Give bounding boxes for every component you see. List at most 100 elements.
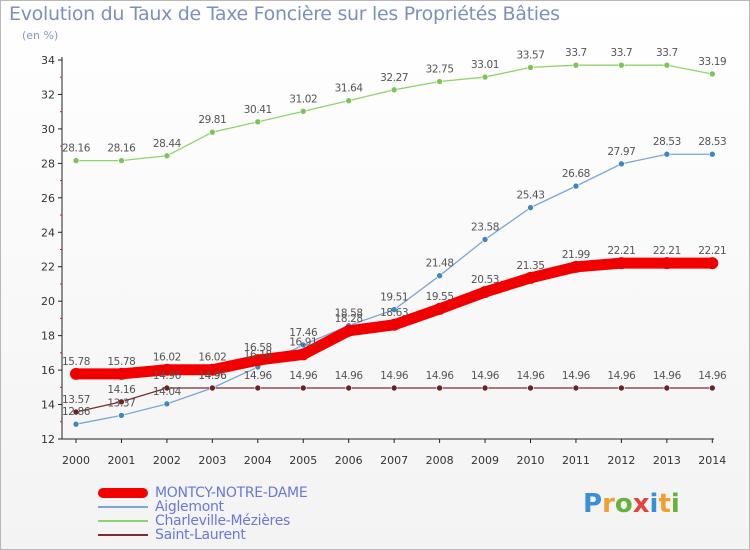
data-point (118, 412, 125, 419)
data-point (481, 384, 489, 392)
x-tick-label: 2008 (426, 454, 454, 467)
legend-swatch-charleville (98, 520, 148, 522)
data-label: 16.18 (244, 349, 272, 361)
data-label: 31.64 (335, 83, 364, 95)
data-point (663, 61, 671, 69)
y-tick-label: 16 (41, 364, 55, 377)
data-label: 27.97 (607, 146, 635, 158)
legend-label-aiglemont: Aiglemont (155, 499, 224, 515)
data-point (251, 354, 264, 367)
data-label: 14.96 (562, 370, 591, 382)
x-tick-label: 2004 (244, 454, 272, 467)
data-label: 19.55 (426, 291, 454, 303)
x-tick-label: 2011 (562, 454, 590, 467)
data-label: 29.81 (198, 114, 226, 126)
data-label: 15.78 (107, 356, 135, 368)
x-tick-label: 2006 (335, 454, 363, 467)
data-label: 14.96 (607, 370, 636, 382)
data-label: 14.04 (153, 386, 182, 398)
data-label: 19.51 (380, 292, 408, 304)
data-point (345, 384, 353, 392)
data-label: 14.96 (244, 370, 273, 382)
x-tick-label: 2013 (653, 454, 681, 467)
data-label: 20.53 (471, 274, 499, 286)
data-point (209, 384, 216, 392)
x-tick-label: 2001 (107, 454, 135, 467)
data-label: 14.96 (426, 370, 455, 382)
y-tick-label: 12 (41, 433, 55, 446)
legend-label-montcy: MONTCY-NOTRE-DAME (155, 485, 308, 501)
data-label: 17.46 (289, 327, 318, 339)
data-label: 32.27 (380, 72, 408, 84)
logo-letter: x (632, 489, 650, 519)
logo-letter: r (602, 489, 615, 519)
data-point (479, 286, 492, 299)
y-tick-label: 26 (41, 192, 55, 205)
data-point (115, 367, 128, 380)
data-point (663, 384, 671, 392)
data-point (388, 318, 401, 331)
data-label: 28.53 (698, 136, 726, 148)
data-label: 14.96 (198, 370, 227, 382)
data-point (299, 341, 307, 349)
data-label: 18.63 (380, 307, 408, 319)
y-axis-unit-label: (en %) (22, 29, 59, 42)
data-point (118, 398, 125, 406)
data-label: 12.86 (62, 406, 91, 418)
data-label: 18.58 (335, 308, 363, 320)
data-point (572, 384, 580, 392)
data-label: 13.57 (62, 394, 90, 406)
y-tick-label: 28 (41, 157, 55, 170)
data-label: 22.21 (698, 245, 726, 257)
x-tick-label: 2009 (471, 454, 499, 467)
data-label: 14.96 (471, 370, 500, 382)
data-point (390, 86, 398, 94)
data-point (118, 157, 125, 164)
data-point (572, 182, 580, 190)
data-label: 23.58 (471, 222, 499, 234)
data-label: 32.75 (426, 64, 454, 76)
data-point (433, 302, 446, 315)
data-point (163, 400, 171, 408)
data-point (254, 118, 262, 126)
x-tick-label: 2007 (380, 454, 408, 467)
data-point (345, 97, 353, 104)
data-label: 18.28 (335, 313, 363, 325)
chart-title: Evolution du Taux de Taxe Foncière sur l… (9, 3, 560, 25)
data-point (436, 78, 443, 85)
data-label: 33.7 (656, 47, 678, 59)
data-label: 26.68 (562, 168, 590, 180)
data-label: 14.96 (516, 370, 545, 382)
y-tick-label: 18 (41, 330, 55, 343)
logo-letter: o (614, 489, 633, 519)
data-label: 28.44 (153, 138, 182, 150)
data-point (436, 384, 443, 392)
data-label: 14.96 (335, 370, 364, 382)
data-point (481, 236, 489, 243)
data-point (390, 384, 398, 392)
data-label: 16.02 (198, 352, 226, 364)
data-point (708, 70, 716, 78)
data-point (708, 150, 716, 158)
y-tick-label: 24 (41, 226, 55, 239)
data-point (390, 306, 398, 313)
data-label: 33.7 (565, 47, 587, 59)
data-point (524, 271, 537, 284)
data-point (206, 363, 219, 376)
legend-label-charleville: Charleville-Mézières (155, 513, 291, 529)
data-point (708, 384, 716, 392)
data-label: 14.96 (380, 370, 409, 382)
x-tick-label: 2002 (153, 454, 181, 467)
data-label: 15.78 (62, 356, 90, 368)
x-tick-label: 2005 (289, 454, 317, 467)
data-point (618, 61, 625, 69)
logo-letter: i (670, 489, 680, 519)
data-point (618, 384, 625, 392)
y-tick-label: 20 (41, 295, 55, 308)
y-tick-label: 32 (41, 88, 55, 101)
y-tick-label: 22 (41, 261, 55, 274)
data-point (72, 157, 80, 164)
data-label: 22.21 (653, 245, 681, 257)
x-tick-label: 2014 (698, 454, 726, 467)
x-tick-label: 2000 (62, 454, 90, 467)
